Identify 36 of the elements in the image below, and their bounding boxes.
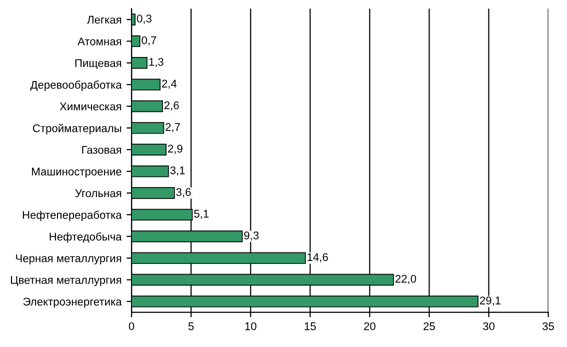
data-label: 0,7 [142,36,156,46]
data-label: 14,6 [308,253,328,262]
x-tick-label: 25 [424,322,435,330]
y-tick-label: Машиностроение [32,168,122,178]
y-tick-label: Деревообработка [30,80,122,91]
data-label: 2,4 [162,80,177,89]
data-label: 9,3 [244,232,259,241]
x-tick-label: 20 [364,322,376,330]
x-tick-label: 0 [128,322,134,330]
x-tick-label: 10 [245,322,256,330]
data-label: 0,3 [136,14,152,24]
data-label: 5,1 [194,210,209,219]
y-tick-label: Газовая [82,146,122,154]
y-tick-label: Черная металлургия [16,254,122,264]
y-tick-label: Атомная [78,38,122,46]
x-tick-label: 5 [188,322,194,330]
y-tick-label: Легкая [87,16,122,24]
data-label: 22,0 [395,274,416,284]
y-tick-label: Нефтепереработка [22,210,122,222]
y-tick-label: Цветная металлургия [10,276,122,286]
y-tick-label: Стройматериалы [32,124,122,134]
x-tick-label: 30 [483,322,494,330]
data-label: 1,3 [149,58,164,68]
data-label: 2,7 [166,123,180,132]
y-tick-label: Электроэнергетика [23,298,122,308]
y-tick-label: Нефтедобыча [50,232,122,243]
data-label: 29,1 [480,296,501,306]
x-tick-label: 35 [542,322,554,330]
data-label: 3,6 [176,188,191,198]
data-label: 2,9 [168,144,182,154]
y-tick-label: Угольная [75,189,122,198]
data-label: 3,1 [170,166,185,176]
y-tick-label: Пищевая [75,59,122,70]
data-label: 2,6 [164,101,179,111]
x-tick-label: 15 [304,322,316,330]
y-tick-label: Химическая [60,102,122,110]
